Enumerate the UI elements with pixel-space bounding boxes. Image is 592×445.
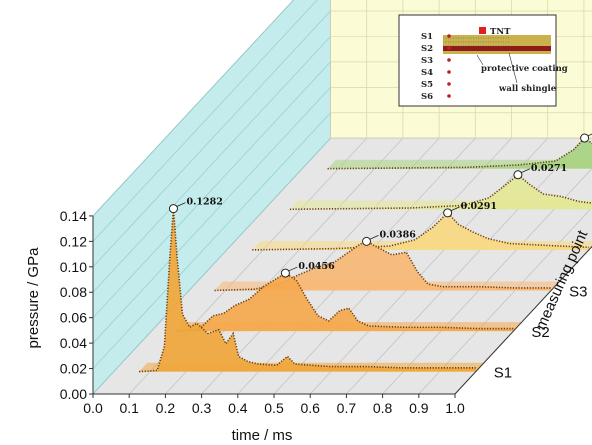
series-area-s5 [289,174,592,210]
y-tick-label: 0.10 [60,259,87,275]
peak-leader [369,235,379,240]
x-axis-title: time / ms [232,427,293,444]
floor-grid-line [346,137,585,395]
inset-shingle-layer [443,46,551,51]
inset-point-dot [447,34,451,38]
series-area-s2 [176,273,514,332]
peak-label-s2: 0.0456 [298,261,335,272]
series-line-s4 [252,211,589,251]
peak-leader [450,206,460,212]
peak-marker-s3 [362,236,372,246]
peak-leader [176,202,186,207]
x-tick-label: 0.4 [228,400,248,416]
inset-point-label: S1 [421,32,433,42]
y-tick-label: 0.04 [60,335,87,351]
y-tick-label: 0.02 [60,361,87,377]
side-grid-line [92,0,294,217]
inset-schematic: S1 S2 S3 S4 S5 S6 TNT protective coating wall sh… [398,14,568,107]
peak-marker-s6 [580,133,590,143]
series-line-s5 [289,173,592,211]
side-grid-line [92,36,331,293]
x-tick-label: 0.0 [83,400,103,416]
inset-point-dot [447,46,451,50]
y-axis-title: pressure / GPa [25,247,42,349]
inset-leader [508,52,518,84]
peak-leader [288,266,298,272]
inset-point-label: S5 [421,80,433,90]
x-tick-label: 0.5 [264,400,284,416]
peak-leader [520,168,531,174]
side-grid-line [92,10,331,268]
y-tick-label: 0.06 [60,310,87,326]
inset-point-dot [447,94,451,98]
peak-marker-s1 [168,204,178,214]
inset-point-dot [447,70,451,74]
side-grid-line [92,0,318,242]
inset-point-label: S2 [421,44,433,54]
series-area-s1 [139,208,476,372]
inset-shingle-label: wall shingle [498,84,557,94]
peak-marker-s2 [280,268,290,278]
inset-point-label: S4 [421,68,433,78]
peak-marker-s4 [443,208,453,218]
z-axis-line [454,245,592,395]
peak-label-s4: 0.0291 [461,201,497,212]
x-tick-label: 0.7 [337,400,357,416]
inset-leader [476,54,484,66]
peak-label-s1: 0.1282 [186,197,222,208]
series-line-s3 [214,240,552,292]
x-tick-label: 0.1 [119,400,139,416]
x-tick-label: 0.8 [373,400,393,416]
inset-point-dot [447,82,451,86]
y-tick-label: 0.00 [60,386,87,402]
side-grid-line [92,87,331,344]
series-area-s6 [327,138,592,169]
y-tick-label: 0.08 [60,284,87,300]
peak-label-s3: 0.0386 [380,229,417,240]
series-line-s1 [139,208,476,373]
chart-axes: 0.00 0.02 0.04 0.06 0.08 0.10 0.12 0.14 0.0 0.1 0.… [60,208,592,416]
inset-coating-layer [443,35,551,46]
floor-grid-line [382,167,592,395]
series-area-s3 [214,241,552,291]
x-tick-label: 0.3 [192,400,212,416]
measuring-point-label-s1: S1 [494,365,512,382]
measuring-point-label-s3: S3 [569,283,587,300]
x-tick-label: 0.6 [300,400,320,416]
series-line-s2 [176,272,514,332]
x-tick-label: 0.2 [156,400,176,416]
side-grid-line [92,137,331,395]
series-line-s6 [327,136,592,170]
x-tick-label: 0.9 [409,400,429,416]
inset-lower-layer [443,51,551,54]
y-tick-label: 0.12 [60,233,87,249]
inset-point-label: S6 [421,92,433,102]
inset-tnt-charge [479,27,486,34]
floor-grid-line [309,137,549,395]
side-grid-line [92,61,331,318]
side-grid-line [92,112,331,369]
inset-tnt-label: TNT [490,27,511,37]
peak-leader [587,133,592,137]
y-tick-label: 0.14 [60,208,87,224]
chart-series: 0.0241S60.0271S50.0291S40.0386S30.0456S2… [139,133,592,382]
inset-coating-label: protective coating [481,64,568,74]
floor-grid-line [418,206,592,395]
inset-point-dot [447,58,451,62]
peak-label-s5: 0.0271 [531,163,567,174]
measuring-point-label-s2: S2 [531,324,549,341]
x-tick-label: 1.0 [445,400,465,416]
inset-point-label: S3 [421,56,433,66]
peak-marker-s5 [513,170,523,180]
inset-frame [398,14,557,107]
